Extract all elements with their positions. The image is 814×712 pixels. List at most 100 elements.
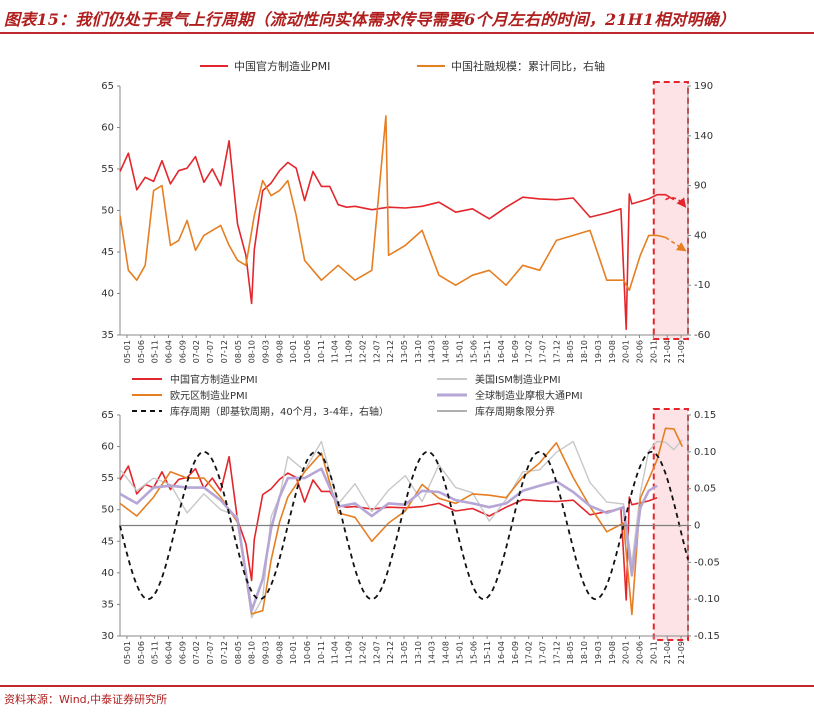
x-tick-label: 20-06 [636, 340, 645, 363]
x-tick-label: 13-05 [400, 340, 409, 363]
x-tick-label: 10-11 [317, 641, 326, 664]
x-tick-label: 21-09 [677, 340, 686, 363]
source-note: 资料来源：Wind,中泰证券研究所 [4, 693, 168, 706]
x-tick-label: 18-05 [566, 340, 575, 363]
x-tick-label: 14-08 [442, 641, 451, 664]
x-tick-label: 14-03 [428, 340, 437, 363]
x-tick-label: 05-06 [137, 641, 146, 664]
x-tick-label: 08-05 [234, 340, 243, 363]
x-tick-label: 09-08 [275, 340, 284, 363]
legend-label: 库存周期（即基钦周期，40个月，3-4年，右轴） [170, 405, 389, 418]
projection-pmi-arrow [665, 197, 687, 208]
x-tick-label: 11-09 [345, 340, 354, 363]
y-right-tick-label: 190 [694, 81, 713, 92]
x-tick-label: 10-11 [317, 340, 326, 363]
x-tick-label: 07-12 [220, 641, 229, 664]
x-tick-label: 13-10 [414, 641, 423, 664]
y-right-tick-label: -60 [694, 330, 710, 341]
x-tick-label: 12-12 [386, 340, 395, 363]
x-tick-label: 16-04 [497, 340, 506, 363]
y-right-tick-label: -0.15 [694, 631, 720, 642]
y-left-tick-label: 55 [101, 164, 114, 175]
y-right-tick-label: -0.10 [694, 594, 720, 605]
title-bar: 图表15：我们仍处于景气上行周期（流动性向实体需求传导需要6个月左右的时间，21… [0, 0, 814, 34]
x-tick-label: 06-09 [178, 641, 187, 664]
y-right-tick-label: 0 [694, 521, 700, 532]
x-tick-label: 07-12 [220, 340, 229, 363]
y-left-tick-label: 45 [101, 247, 114, 258]
series-inventory-cycle [119, 450, 689, 601]
series-line-1-0 [119, 455, 658, 601]
series-line-1-3 [119, 467, 658, 613]
x-tick-label: 11-09 [345, 641, 354, 664]
highlight-band-0 [652, 81, 689, 340]
x-tick-label: 05-11 [151, 641, 160, 664]
x-tick-label: 15-06 [469, 641, 478, 664]
x-tick-label: 05-01 [123, 641, 132, 664]
x-tick-label: 19-08 [608, 641, 617, 664]
x-tick-label: 15-11 [483, 641, 492, 664]
x-tick-label: 21-04 [663, 641, 672, 664]
y-left-tick-label: 40 [101, 568, 114, 579]
x-tick-label: 10-06 [303, 340, 312, 363]
x-tick-label: 15-01 [455, 340, 464, 363]
x-tick-label: 19-03 [594, 340, 603, 363]
x-tick-label: 18-10 [580, 340, 589, 363]
x-tick-label: 07-07 [206, 641, 215, 664]
x-tick-label: 20-06 [636, 641, 645, 664]
x-tick-label: 16-09 [511, 641, 520, 664]
x-tick-label: 13-05 [400, 641, 409, 664]
x-tick-label: 20-01 [622, 340, 631, 363]
x-tick-label: 10-06 [303, 641, 312, 664]
y-left-tick-label: 35 [101, 599, 114, 610]
legend-label: 中国社融规模：累计同比，右轴 [451, 59, 605, 73]
x-tick-label: 15-06 [469, 340, 478, 363]
x-tick-label: 07-02 [192, 340, 201, 363]
y-right-tick-label: 40 [694, 230, 707, 241]
y-right-tick-label: -0.05 [694, 557, 720, 568]
y-right-tick-label: 140 [694, 131, 713, 142]
projection-tsf-arrow [665, 236, 687, 252]
x-tick-label: 06-04 [164, 641, 173, 664]
legend-label: 欧元区制造业PMI [170, 389, 248, 402]
x-tick-label: 19-03 [594, 641, 603, 664]
series-line-0-0 [119, 140, 675, 331]
x-tick-label: 20-11 [649, 641, 658, 664]
x-tick-label: 05-11 [151, 340, 160, 363]
x-tick-label: 20-01 [622, 641, 631, 664]
x-tick-label: 17-12 [552, 340, 561, 363]
x-tick-label: 10-01 [289, 641, 298, 664]
x-tick-label: 16-04 [497, 641, 506, 664]
legend-label: 库存周期象限分界 [475, 405, 555, 418]
y-left-tick-label: 60 [101, 442, 114, 453]
x-tick-label: 07-07 [206, 340, 215, 363]
x-tick-label: 18-10 [580, 641, 589, 664]
x-tick-label: 08-10 [248, 641, 257, 664]
x-tick-label: 17-07 [539, 641, 548, 664]
y-left-tick-label: 30 [101, 631, 114, 642]
x-tick-label: 12-12 [386, 641, 395, 664]
x-tick-label: 21-09 [677, 641, 686, 664]
series-line-0-1 [119, 115, 666, 292]
x-tick-label: 15-01 [455, 641, 464, 664]
x-tick-label: 09-03 [261, 340, 270, 363]
y-right-tick-label: 0.10 [694, 447, 716, 458]
y-left-tick-label: 45 [101, 536, 114, 547]
x-tick-label: 20-11 [649, 340, 658, 363]
series-line-1-1 [119, 439, 683, 619]
x-tick-label: 07-02 [192, 641, 201, 664]
y-right-tick-label: 0.15 [694, 410, 716, 421]
x-tick-label: 08-10 [248, 340, 257, 363]
x-tick-label: 16-09 [511, 340, 520, 363]
y-left-tick-label: 35 [101, 330, 114, 341]
x-tick-label: 05-01 [123, 340, 132, 363]
x-tick-label: 14-03 [428, 641, 437, 664]
legend-label: 全球制造业摩根大通PMI [475, 389, 583, 402]
x-tick-label: 17-02 [525, 340, 534, 363]
x-tick-label: 11-04 [331, 340, 340, 363]
x-tick-label: 12-07 [372, 340, 381, 363]
x-tick-label: 21-04 [663, 340, 672, 363]
y-left-tick-label: 50 [101, 505, 114, 516]
legend-label: 美国ISM制造业PMI [475, 373, 561, 386]
